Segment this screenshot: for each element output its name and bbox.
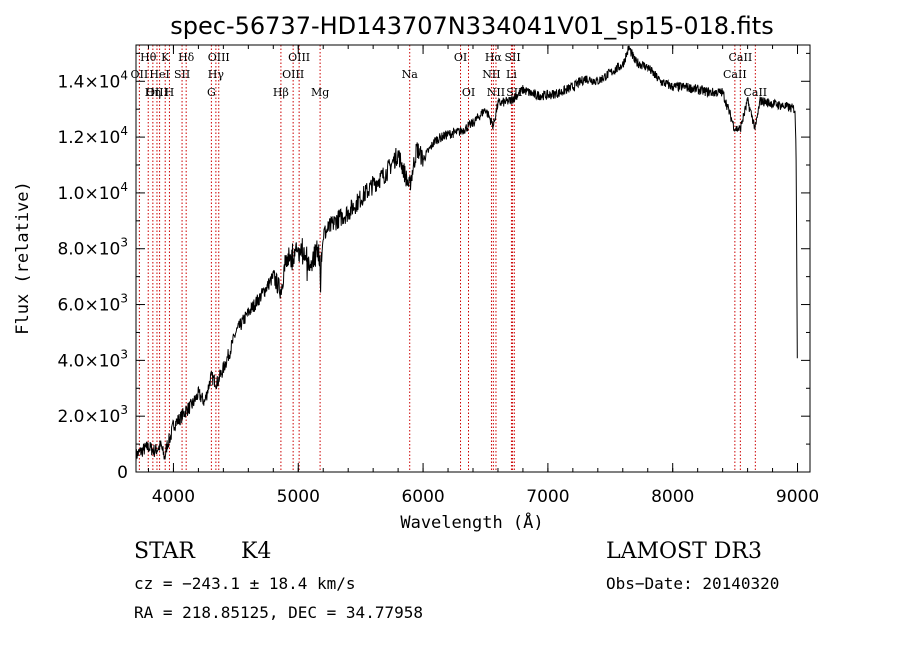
line-markers xyxy=(138,45,756,472)
line-label: CaII xyxy=(729,51,753,64)
y-tick-label: 2.0×103 xyxy=(57,403,128,427)
line-label: Hθ xyxy=(140,51,157,64)
x-tick-label: 8000 xyxy=(651,487,694,507)
survey-name: LAMOST DR3 xyxy=(606,539,762,564)
line-label: OIII xyxy=(288,51,310,64)
redshift-readout: cz = −243.1 ± 18.4 km/s xyxy=(134,574,356,593)
line-label: Hα xyxy=(485,51,503,64)
x-tick-label: 6000 xyxy=(401,487,444,507)
x-tick-label: 4000 xyxy=(152,487,195,507)
line-label: SII xyxy=(174,68,190,81)
line-label: OIII xyxy=(282,68,304,81)
line-label: CaII xyxy=(723,68,747,81)
y-tick-mantissa: 1.2×10 xyxy=(57,128,120,148)
subclass: K4 xyxy=(241,539,272,564)
y-tick-mantissa: 0 xyxy=(117,463,128,483)
line-label: Li xyxy=(506,68,517,81)
line-label: HeI xyxy=(149,68,169,81)
spectrum-line xyxy=(135,45,798,463)
coordinates: RA = 218.85125, DEC = 34.77958 xyxy=(134,603,423,622)
line-label: NII xyxy=(487,86,505,99)
y-tick-exponent: 4 xyxy=(120,180,128,194)
y-tick-exponent: 4 xyxy=(120,124,128,138)
y-tick-mantissa: 1.4×10 xyxy=(57,72,120,92)
line-label: OI xyxy=(454,51,467,64)
y-tick-label: 8.0×103 xyxy=(57,236,128,260)
y-tick-mantissa: 6.0×10 xyxy=(57,296,120,316)
x-tick-label: 5000 xyxy=(277,487,320,507)
y-tick-mantissa: 8.0×10 xyxy=(57,240,120,260)
line-label: Hγ xyxy=(208,68,225,81)
y-tick-label: 1.4×104 xyxy=(57,68,128,92)
y-tick-mantissa: 1.0×10 xyxy=(57,184,120,204)
line-label: OIII xyxy=(146,86,168,99)
line-label: CaII xyxy=(743,86,767,99)
line-label: Hδ xyxy=(178,51,195,64)
line-label: Hη xyxy=(145,86,161,99)
y-tick-mantissa: 2.0×10 xyxy=(57,407,120,427)
line-label: OIII xyxy=(208,51,230,64)
y-axis-label: Flux (relative) xyxy=(13,181,33,335)
line-label: G xyxy=(207,86,216,99)
y-tick-exponent: 3 xyxy=(120,347,128,361)
y-tick-exponent: 3 xyxy=(120,292,128,306)
y-tick-exponent: 3 xyxy=(120,236,128,250)
y-tick-exponent: 4 xyxy=(120,68,128,82)
y-tick-label: 6.0×103 xyxy=(57,292,128,316)
y-axis: 02.0×1034.0×1036.0×1038.0×1031.0×1041.2×… xyxy=(57,52,810,483)
y-tick-label: 0 xyxy=(117,463,128,483)
line-label: OI xyxy=(462,86,475,99)
y-tick-label: 1.0×104 xyxy=(57,180,128,204)
line-label: SII xyxy=(504,51,520,64)
line-label: OII xyxy=(131,68,149,81)
line-label: Mg xyxy=(311,86,329,99)
x-tick-label: 9000 xyxy=(776,487,819,507)
x-axis: 4000 5000 6000 7000 8000 9000 xyxy=(147,45,819,507)
chart-title: spec-56737-HD143707N334041V01_sp15-018.f… xyxy=(170,12,773,40)
line-label: H xyxy=(165,86,175,99)
y-tick-label: 1.2×104 xyxy=(57,124,128,148)
obs-date: Obs−Date: 20140320 xyxy=(606,574,780,593)
line-label: K xyxy=(161,51,170,64)
plot-frame xyxy=(135,44,811,473)
line-label: Hβ xyxy=(273,86,289,99)
object-class: STAR xyxy=(134,539,195,564)
line-label: Na xyxy=(402,68,419,81)
y-tick-mantissa: 4.0×10 xyxy=(57,351,120,371)
x-tick-label: 7000 xyxy=(526,487,569,507)
y-tick-exponent: 3 xyxy=(120,403,128,417)
line-label: NII xyxy=(482,68,500,81)
x-axis-label: Wavelength (Å) xyxy=(400,511,543,533)
y-tick-label: 4.0×103 xyxy=(57,347,128,371)
